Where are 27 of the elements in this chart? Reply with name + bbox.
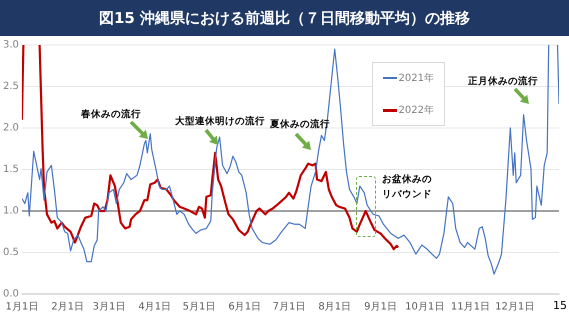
annotation: 正月休みの流行 bbox=[467, 75, 539, 88]
x-tick-label: 1月1日 bbox=[6, 302, 38, 313]
x-tick-label: 10月1日 bbox=[405, 302, 444, 313]
legend-label: 2022年 bbox=[398, 104, 434, 117]
x-tick-label: 2月1日 bbox=[51, 302, 84, 313]
x-tick-label: 12月1日 bbox=[495, 302, 534, 313]
annotation: お盆休みのリバウンド bbox=[382, 173, 433, 202]
chart-title: 図15 沖縄県における前週比（７日間移動平均）の推移 bbox=[0, 0, 569, 36]
text: 15 bbox=[553, 299, 567, 312]
x-tick-label: 6月1日 bbox=[228, 302, 262, 313]
x-tick-label: 8月1日 bbox=[318, 302, 352, 313]
x-tick-label: 9月1日 bbox=[364, 302, 397, 313]
y-tick-label: 3.0 bbox=[2, 40, 19, 51]
y-tick-label: 2.5 bbox=[2, 81, 19, 92]
y-tick-label: 0.0 bbox=[2, 288, 19, 300]
x-tick-label: 4月1日 bbox=[138, 302, 172, 313]
y-tick-label: 2.0 bbox=[2, 122, 19, 134]
y-tick-label: 1.0 bbox=[2, 206, 19, 217]
y-tick-label: 0.5 bbox=[2, 247, 19, 258]
x-tick-label: 3月1日 bbox=[92, 302, 126, 313]
y-tick-label: 1.5 bbox=[2, 164, 19, 176]
x-tick-label: 11月1日 bbox=[450, 302, 490, 313]
legend-label: 2021年 bbox=[398, 72, 434, 85]
annotation: 春休みの流行 bbox=[80, 108, 142, 121]
annotation: 大型連休明けの流行 bbox=[175, 116, 265, 127]
x-tick-label: 5月1日 bbox=[182, 302, 216, 313]
x-tick-label: 7月1日 bbox=[272, 302, 306, 313]
